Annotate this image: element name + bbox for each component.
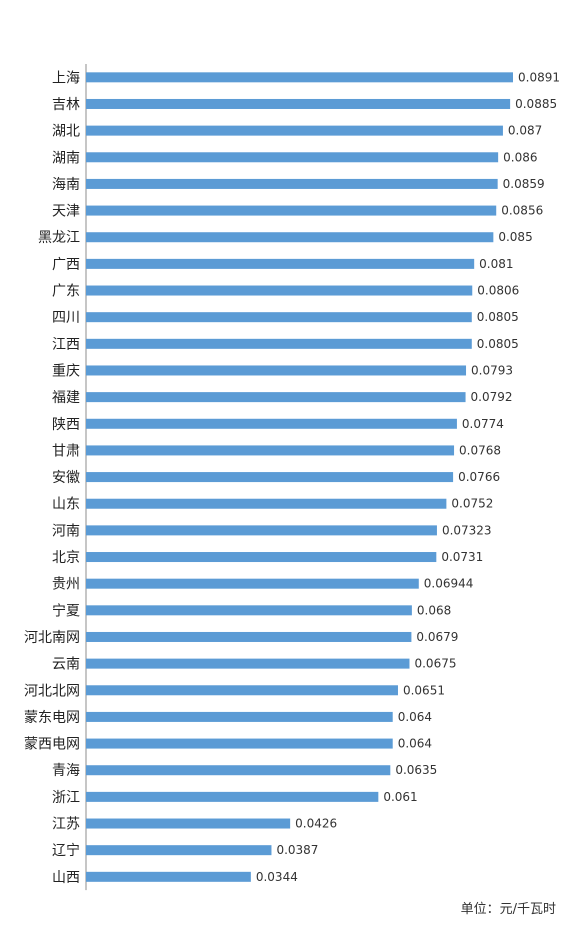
category-label: 海南 <box>52 177 80 193</box>
category-label: 河北北网 <box>24 683 80 699</box>
value-label: 0.0856 <box>501 204 543 218</box>
bar <box>86 98 511 109</box>
category-label: 江苏 <box>52 817 80 833</box>
bar <box>86 525 437 536</box>
value-label: 0.086 <box>503 150 537 164</box>
category-label: 安徽 <box>52 470 80 486</box>
category-label: 福建 <box>52 390 80 406</box>
category-label: 黑龙江 <box>38 230 80 246</box>
value-label: 0.0752 <box>451 497 493 511</box>
bar <box>86 365 467 376</box>
bar <box>86 232 494 243</box>
value-label: 0.064 <box>398 710 432 724</box>
value-label: 0.0426 <box>295 817 337 831</box>
category-label: 辽宁 <box>52 842 80 859</box>
category-label: 青海 <box>52 763 80 779</box>
value-label: 0.0675 <box>414 657 456 671</box>
category-label: 宁夏 <box>52 602 80 619</box>
bar <box>86 765 391 776</box>
value-label: 0.0387 <box>276 843 318 857</box>
category-label: 重庆 <box>52 363 80 379</box>
bar <box>86 552 437 563</box>
value-label: 0.0859 <box>503 177 545 191</box>
bar <box>86 738 393 749</box>
value-label: 0.081 <box>479 257 513 271</box>
value-label: 0.087 <box>508 124 542 138</box>
bar <box>86 338 472 349</box>
bar <box>86 578 419 589</box>
category-label: 山西 <box>52 870 80 886</box>
category-label: 江西 <box>52 337 80 353</box>
value-label: 0.0344 <box>256 870 298 884</box>
value-label: 0.0806 <box>477 284 519 298</box>
bar <box>86 152 499 163</box>
category-label: 云南 <box>52 657 80 673</box>
value-label: 0.0679 <box>416 630 458 644</box>
value-label: 0.0793 <box>471 363 513 377</box>
value-label: 0.061 <box>383 790 417 804</box>
category-label: 广西 <box>52 257 80 273</box>
bar <box>86 871 251 882</box>
value-label: 0.0805 <box>477 310 519 324</box>
bar <box>86 605 412 616</box>
category-label: 天津 <box>52 204 80 220</box>
bar <box>86 392 466 403</box>
category-label: 湖北 <box>52 124 80 140</box>
unit-label: 单位：元/千瓦时 <box>460 902 556 917</box>
bar <box>86 818 291 829</box>
value-label: 0.06944 <box>424 577 474 591</box>
bar <box>86 258 475 269</box>
category-label: 山东 <box>52 497 80 513</box>
bar <box>86 472 454 483</box>
bar <box>86 845 272 856</box>
category-label: 陕西 <box>52 417 80 433</box>
value-label: 0.0885 <box>515 97 557 111</box>
category-label: 四川 <box>52 310 80 326</box>
bar <box>86 445 455 456</box>
category-label: 浙江 <box>52 790 80 806</box>
value-label: 0.0774 <box>462 417 504 431</box>
value-label: 0.07323 <box>442 523 492 537</box>
category-label: 甘肃 <box>52 443 80 459</box>
bar <box>86 658 410 669</box>
value-label: 0.0768 <box>459 443 501 457</box>
bar <box>86 72 513 83</box>
value-label: 0.068 <box>417 603 451 617</box>
category-label: 河南 <box>52 523 80 539</box>
bar <box>86 285 473 296</box>
bar <box>86 178 498 189</box>
category-label: 吉林 <box>52 97 80 113</box>
category-label: 蒙西电网 <box>24 737 80 753</box>
value-label: 0.0792 <box>471 390 513 404</box>
category-label: 贵州 <box>52 577 80 593</box>
category-label: 上海 <box>52 70 80 86</box>
value-label: 0.0635 <box>395 763 437 777</box>
bar <box>86 631 412 642</box>
bar <box>86 125 503 136</box>
bar <box>86 205 497 216</box>
bar <box>86 791 379 802</box>
bar <box>86 711 393 722</box>
value-label: 0.0651 <box>403 683 445 697</box>
value-label: 0.0891 <box>518 70 560 84</box>
category-label: 河北南网 <box>24 630 80 646</box>
value-label: 0.0805 <box>477 337 519 351</box>
category-label: 蒙东电网 <box>24 710 80 726</box>
value-label: 0.085 <box>498 230 532 244</box>
value-label: 0.0766 <box>458 470 500 484</box>
category-label: 湖南 <box>52 150 80 166</box>
category-label: 北京 <box>52 550 80 566</box>
bar <box>86 685 398 696</box>
bar <box>86 312 472 323</box>
bar <box>86 498 447 509</box>
value-label: 0.0731 <box>441 550 483 564</box>
bar <box>86 418 457 429</box>
value-label: 0.064 <box>398 737 432 751</box>
category-label: 广东 <box>52 284 80 300</box>
